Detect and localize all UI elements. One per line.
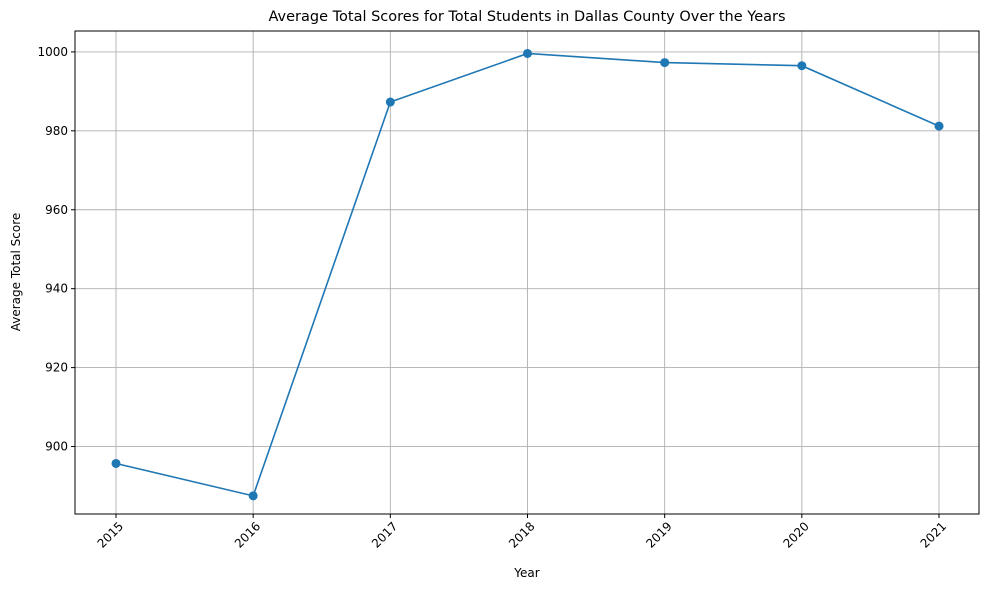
y-tick-label: 920 xyxy=(45,361,68,375)
y-tick-label: 1000 xyxy=(37,45,68,59)
y-tick-label: 940 xyxy=(45,282,68,296)
data-point xyxy=(797,61,807,71)
y-tick-label: 900 xyxy=(45,440,68,454)
x-tick-label: 2021 xyxy=(918,519,949,550)
plot-area-frame xyxy=(74,30,980,515)
x-tick-label: 2017 xyxy=(369,519,400,550)
data-point xyxy=(523,48,532,58)
y-tick-label: 960 xyxy=(45,203,68,217)
data-point xyxy=(660,58,670,68)
x-tick-label: 2018 xyxy=(506,519,537,550)
chart-title: Average Total Scores for Total Students … xyxy=(268,9,785,25)
x-axis-label: Year xyxy=(513,566,539,580)
x-tick-label: 2020 xyxy=(780,519,811,550)
data-point xyxy=(111,458,121,468)
data-point xyxy=(248,491,258,501)
x-tick-label: 2016 xyxy=(232,519,263,550)
x-tick-label: 2015 xyxy=(95,519,126,550)
grid-layer xyxy=(75,31,979,514)
x-tick-label: 2019 xyxy=(643,519,674,550)
series-layer xyxy=(111,48,944,501)
y-tick-label: 980 xyxy=(45,124,68,138)
data-point xyxy=(934,121,944,131)
y-axis-label: Average Total Score xyxy=(9,213,23,332)
tick-layer: 2015 2016 2017 2018 2019 2020 2021 900 920 940 960… xyxy=(37,45,949,551)
data-point xyxy=(385,97,395,107)
